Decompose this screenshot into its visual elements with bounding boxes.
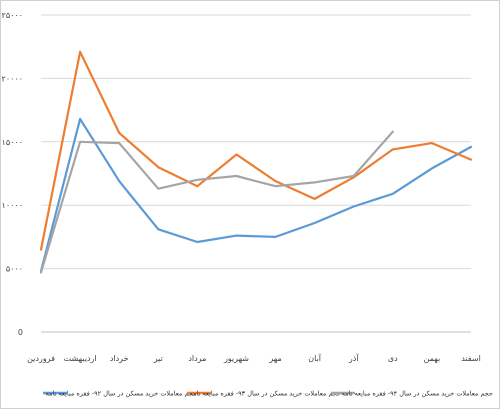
series-3-point [40, 271, 42, 273]
x-tick-label: دی [388, 354, 398, 363]
series-2-point [79, 51, 81, 53]
series-lines [39, 50, 473, 274]
series-2-point [431, 142, 433, 144]
legend: حجم معاملات خرید مسکن در سال ۹۲- فقره مب… [43, 390, 493, 398]
legend-label-1: حجم معاملات خرید مسکن در سال ۹۲- فقره مب… [46, 390, 197, 398]
y-tick-label: ۲۵۰۰۰ [2, 11, 23, 20]
x-tick-label: اسفند [461, 354, 481, 363]
series-3-point [79, 141, 81, 143]
series-2-point [196, 185, 198, 187]
series-3-point [392, 130, 394, 132]
legend-label-2: حجم معاملات خرید مسکن در سال ۹۳- فقره مب… [190, 390, 341, 398]
series-1-point [235, 234, 237, 236]
series-line-1 [39, 117, 473, 273]
series-3-point [196, 179, 198, 181]
series-2-point [274, 180, 276, 182]
series-1-point [118, 180, 120, 182]
x-tick-label: مهر [268, 354, 281, 363]
x-tick-label: شهریور [223, 354, 249, 363]
series-2-point [118, 132, 120, 134]
y-tick-label: ۵۰۰۰ [6, 265, 23, 274]
series-3-point [118, 142, 120, 144]
series-3-point [235, 175, 237, 177]
y-tick-label: ۱۵۰۰۰ [2, 138, 23, 147]
y-tick-label: ۲۰۰۰۰ [2, 74, 23, 83]
x-tick-label: آبان [308, 353, 322, 363]
series-1-point [313, 222, 315, 224]
series-1-point [79, 118, 81, 120]
x-tick-label: آذر [348, 353, 359, 363]
series-1-point [196, 241, 198, 243]
series-1-point [274, 236, 276, 238]
series-3-point [353, 175, 355, 177]
series-2-point [235, 153, 237, 155]
series-2-point [157, 166, 159, 168]
axes: 0 ۵۰۰۰ ۱۰۰۰۰ ۱۵۰۰۰ ۲۰۰۰۰ ۲۵۰۰۰ فروردین اردیبهشت… [2, 11, 481, 363]
series-2-point [40, 248, 42, 250]
series-line-3 [39, 130, 394, 274]
series-1-point [353, 205, 355, 207]
series-1-point [470, 146, 472, 148]
series-1-point [431, 167, 433, 169]
series-2-point [470, 158, 472, 160]
y-tick-label: 0 [18, 328, 23, 337]
x-tick-label: اردیبهشت [64, 354, 97, 363]
x-tick-label: خرداد [110, 354, 129, 363]
series-line-2 [39, 50, 473, 251]
legend-label-3: حجم معاملات خرید مسکن در سال ۹۴- فقره مب… [342, 390, 493, 398]
x-tick-label: فروردین [27, 354, 55, 363]
y-tick-label: ۱۰۰۰۰ [2, 201, 23, 210]
series-3-point [274, 185, 276, 187]
series-1-point [392, 193, 394, 195]
x-tick-label: مرداد [188, 354, 206, 363]
x-tick-label: بهمن [424, 354, 441, 363]
x-tick-label: تیر [153, 354, 163, 363]
series-2-point [313, 198, 315, 200]
series-3-point [313, 181, 315, 183]
series-1-point [157, 228, 159, 230]
series-3-point [157, 188, 159, 190]
series-2-point [392, 148, 394, 150]
